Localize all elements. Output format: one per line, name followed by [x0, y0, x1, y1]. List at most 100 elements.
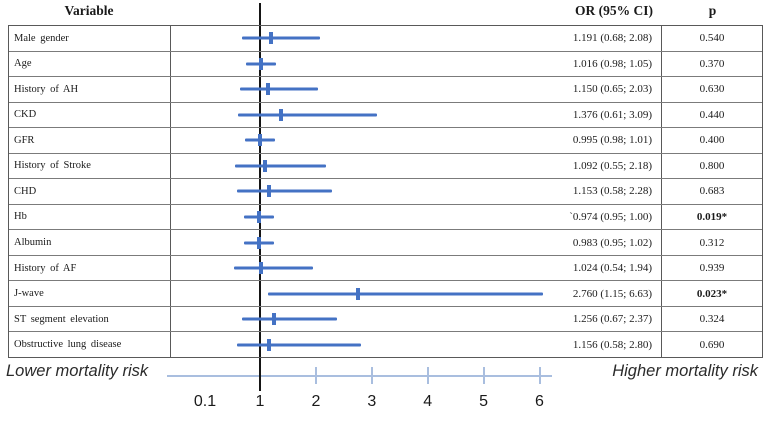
axis-tick-label: 2: [311, 393, 321, 410]
or-ci-value: 1.016 (0.98; 1.05): [572, 57, 652, 70]
table-row: Hb `0.974 (0.95; 1.00) 0.019*: [9, 204, 762, 231]
p-value: 0.683: [699, 185, 725, 198]
or-ci-value: 1.092 (0.55; 2.18): [572, 159, 652, 172]
plot-cell: 1.156 (0.58; 2.80): [171, 332, 662, 357]
or-ci-value: 1.191 (0.68; 2.08): [572, 32, 652, 45]
table-row: Male gender 1.191 (0.68; 2.08) 0.540: [9, 26, 762, 52]
or-marker: [257, 134, 262, 147]
ci-line: [236, 189, 332, 193]
axis-tick-label: 6: [535, 393, 544, 410]
or-ci-value: 1.024 (0.54; 1.94): [572, 262, 652, 275]
axis-tick-label: 0.1: [193, 393, 217, 410]
axis-tick-label: 5: [479, 393, 489, 410]
variable-label: J-wave: [9, 281, 171, 306]
or-marker: [257, 236, 262, 249]
variable-label: CKD: [9, 102, 171, 128]
table-row: History of Stroke 1.092 (0.55; 2.18) 0.800: [9, 153, 762, 180]
axis-tick: [314, 367, 317, 384]
or-marker: [258, 57, 263, 70]
axis-tick-label: 4: [423, 393, 433, 410]
plot-cell: 1.092 (0.55; 2.18): [171, 153, 662, 179]
ci-line: [242, 36, 321, 40]
plot-cell: 1.376 (0.61; 3.09): [171, 102, 662, 128]
p-value: 0.939: [699, 262, 725, 275]
forest-table: Male gender 1.191 (0.68; 2.08) 0.540 Age 1.0…: [8, 25, 763, 358]
variable-label: ST segment elevation: [9, 306, 171, 332]
column-header-or-ci: OR (95% CI): [575, 3, 653, 18]
table-row: CKD 1.376 (0.61; 3.09) 0.440: [9, 102, 762, 129]
or-ci-value: 0.983 (0.95; 1.02): [572, 236, 652, 249]
p-value: 0.800: [699, 159, 725, 172]
or-ci-value: 0.995 (0.98; 1.01): [572, 134, 652, 147]
or-ci-value: 1.376 (0.61; 3.09): [572, 108, 652, 121]
axis-tick: [538, 367, 541, 384]
or-marker: [268, 32, 273, 45]
variable-label: Albumin: [9, 230, 171, 255]
p-value: 0.023*: [696, 287, 728, 300]
axis-tick: [370, 367, 373, 384]
table-row: CHD 1.153 (0.58; 2.28) 0.683: [9, 179, 762, 205]
or-marker: [266, 83, 271, 96]
p-value: 0.370: [699, 57, 725, 70]
table-row: Age 1.016 (0.98; 1.05) 0.370: [9, 51, 762, 78]
axis-tick-label: 1: [255, 393, 265, 410]
plot-cell: 2.760 (1.15; 6.63): [171, 281, 662, 306]
column-header-variable: Variable: [64, 3, 114, 18]
or-ci-value: 1.150 (0.65; 2.03): [572, 83, 652, 96]
table-row: History of AH 1.150 (0.65; 2.03) 0.630: [9, 77, 762, 103]
table-row: Albumin 0.983 (0.95; 1.02) 0.312: [9, 230, 762, 256]
axis-tick: [482, 367, 485, 384]
or-marker: [266, 338, 271, 351]
axis-tick: [426, 367, 429, 384]
table-row: ST segment elevation 1.256 (0.67; 2.37) 0.…: [9, 306, 762, 333]
or-marker: [272, 313, 277, 326]
ci-line: [234, 164, 326, 168]
table-row: History of AF 1.024 (0.54; 1.94) 0.939: [9, 255, 762, 282]
variable-label: Hb: [9, 204, 171, 230]
or-marker: [259, 262, 264, 275]
reference-line-or-1: [259, 3, 261, 391]
or-marker: [263, 159, 268, 172]
or-marker: [256, 210, 261, 223]
plot-cell: 1.150 (0.65; 2.03): [171, 77, 662, 102]
plot-cell: 1.016 (0.98; 1.05): [171, 51, 662, 77]
variable-label: Male gender: [9, 26, 171, 51]
or-ci-value: 1.153 (0.58; 2.28): [572, 185, 652, 198]
ci-line: [240, 87, 318, 91]
p-value: 0.690: [699, 338, 725, 351]
table-row: Obstructive lung disease 1.156 (0.58; 2.8…: [9, 332, 762, 357]
variable-label: Age: [9, 51, 171, 77]
axis-tick-label: 3: [367, 393, 377, 410]
ci-line: [236, 343, 361, 347]
higher-risk-label: Higher mortality risk: [612, 362, 758, 380]
plot-cell: 1.153 (0.58; 2.28): [171, 179, 662, 204]
p-value: 0.400: [699, 134, 725, 147]
plot-cell: 1.024 (0.54; 1.94): [171, 255, 662, 281]
variable-label: History of Stroke: [9, 153, 171, 179]
ci-line: [268, 292, 543, 296]
plot-cell: `0.974 (0.95; 1.00): [171, 204, 662, 230]
table-row: GFR 0.995 (0.98; 1.01) 0.400: [9, 128, 762, 154]
or-marker: [266, 185, 271, 198]
plot-cell: 0.995 (0.98; 1.01): [171, 128, 662, 153]
variable-label: History of AF: [9, 255, 171, 281]
ci-line: [238, 113, 377, 117]
x-axis-line: [167, 375, 552, 377]
plot-cell: 1.191 (0.68; 2.08): [171, 26, 662, 51]
p-value: 0.019*: [696, 210, 728, 223]
table-row: J-wave 2.760 (1.15; 6.63) 0.023*: [9, 281, 762, 307]
p-value: 0.324: [699, 313, 725, 326]
plot-cell: 0.983 (0.95; 1.02): [171, 230, 662, 255]
or-ci-value: `0.974 (0.95; 1.00): [569, 210, 652, 223]
variable-label: GFR: [9, 128, 171, 153]
or-ci-value: 1.256 (0.67; 2.37): [572, 313, 652, 326]
ci-line: [241, 317, 337, 321]
variable-label: History of AH: [9, 77, 171, 102]
ci-line: [234, 266, 313, 270]
p-value: 0.630: [699, 83, 725, 96]
variable-label: Obstructive lung disease: [9, 332, 171, 357]
or-marker: [356, 287, 361, 300]
or-ci-value: 2.760 (1.15; 6.63): [572, 287, 652, 300]
lower-risk-label: Lower mortality risk: [6, 362, 149, 380]
